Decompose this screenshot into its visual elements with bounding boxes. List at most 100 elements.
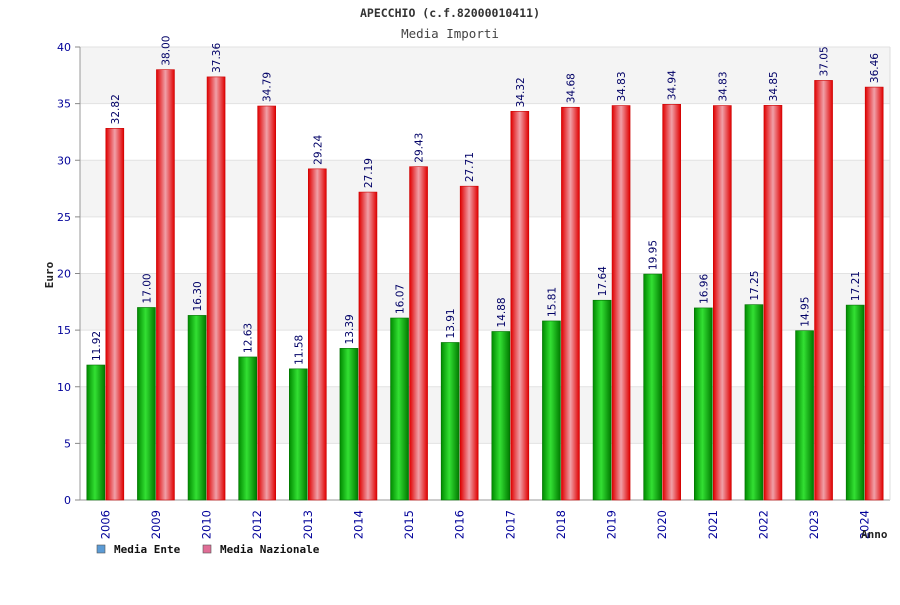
x-axis-ticks: 2006 2009 2010 2012 2013 2014 2015 2016 2017 2018… xyxy=(98,510,871,539)
bar xyxy=(105,128,125,501)
bar xyxy=(358,191,378,501)
x-tick-label: 2021 xyxy=(706,510,720,539)
y-tick-label: 10 xyxy=(57,381,71,394)
data-label: 27.19 xyxy=(363,158,375,188)
data-label: 15.81 xyxy=(546,287,558,317)
chart-subtitle: Media Importi xyxy=(401,26,499,41)
data-label: 13.91 xyxy=(445,308,457,338)
data-label: 27.71 xyxy=(464,152,476,182)
bar xyxy=(289,368,308,501)
bar xyxy=(238,356,257,501)
x-tick-label: 2009 xyxy=(149,510,163,539)
bar xyxy=(390,317,409,501)
data-label: 38.00 xyxy=(160,36,172,66)
data-label: 34.83 xyxy=(717,71,729,101)
data-label: 16.96 xyxy=(698,274,710,304)
data-label: 16.07 xyxy=(395,284,407,314)
bar xyxy=(491,331,511,501)
x-tick-label: 2015 xyxy=(402,510,416,539)
chart-title: APECCHIO (c.f.82000010411) xyxy=(360,6,540,20)
y-tick-label: 5 xyxy=(64,437,71,450)
bar xyxy=(795,330,814,501)
x-tick-label: 2010 xyxy=(200,510,214,539)
data-label: 37.05 xyxy=(819,46,831,76)
y-tick-label: 15 xyxy=(57,324,71,337)
bar xyxy=(662,104,681,501)
bars: 11.92 32.82 17.00 38.00 16.30 37.36 12.63 34.79… xyxy=(86,36,884,501)
x-tick-label: 2020 xyxy=(655,510,669,539)
y-tick-label: 35 xyxy=(57,98,71,111)
data-label: 16.30 xyxy=(192,281,204,311)
bar xyxy=(744,304,764,501)
data-label: 13.39 xyxy=(344,314,356,344)
bar xyxy=(206,76,226,501)
data-label: 34.79 xyxy=(262,72,274,102)
x-tick-label: 2014 xyxy=(351,510,365,539)
data-label: 14.88 xyxy=(496,297,508,327)
data-label: 34.94 xyxy=(667,70,679,100)
y-tick-label: 25 xyxy=(57,211,71,224)
y-tick-label: 30 xyxy=(57,154,71,167)
data-label: 11.58 xyxy=(293,335,305,365)
data-label: 12.63 xyxy=(243,323,255,353)
x-tick-label: 2017 xyxy=(503,510,517,539)
bar xyxy=(845,304,865,501)
y-tick-label: 0 xyxy=(64,494,71,507)
x-tick-label: 2012 xyxy=(250,510,264,539)
bar xyxy=(440,342,460,501)
legend-swatch xyxy=(96,544,106,554)
bar xyxy=(542,320,561,501)
x-tick-label: 2013 xyxy=(301,510,315,539)
data-label: 14.95 xyxy=(800,297,812,327)
y-axis-label: Euro xyxy=(43,261,56,288)
x-tick-label: 2024 xyxy=(858,510,872,539)
x-tick-label: 2018 xyxy=(554,510,568,539)
data-label: 34.85 xyxy=(768,71,780,101)
bar xyxy=(763,105,783,501)
y-tick-label: 40 xyxy=(57,41,71,54)
data-label: 11.92 xyxy=(91,331,103,361)
data-label: 34.68 xyxy=(565,73,577,103)
bar xyxy=(137,307,156,501)
bar xyxy=(814,80,833,501)
x-tick-label: 2023 xyxy=(807,510,821,539)
bar xyxy=(459,185,479,501)
legend: Media Ente Media Nazionale xyxy=(96,543,320,556)
y-axis-ticks: 0 5 10 15 20 25 30 35 40 xyxy=(57,41,80,507)
y-tick-label: 20 xyxy=(57,268,71,281)
bar xyxy=(409,166,428,501)
legend-swatch xyxy=(202,544,212,554)
data-label: 17.25 xyxy=(749,271,761,301)
bar xyxy=(643,273,662,501)
data-label: 32.82 xyxy=(110,94,122,124)
data-label: 34.32 xyxy=(515,77,527,107)
bar xyxy=(187,315,207,501)
x-axis-label: Anno xyxy=(861,528,888,541)
bar xyxy=(592,299,612,501)
bar xyxy=(561,106,580,501)
data-label: 29.24 xyxy=(312,134,324,164)
bar xyxy=(156,69,175,501)
x-tick-label: 2022 xyxy=(756,510,770,539)
legend-label: Media Nazionale xyxy=(220,543,320,556)
legend-label: Media Ente xyxy=(114,543,181,556)
bar xyxy=(713,105,732,501)
bar xyxy=(257,105,276,501)
bar xyxy=(510,111,530,501)
data-label: 19.95 xyxy=(648,240,660,270)
data-label: 17.21 xyxy=(850,271,862,301)
bar xyxy=(694,307,713,501)
bar xyxy=(339,348,359,501)
data-label: 34.83 xyxy=(616,71,628,101)
data-label: 17.00 xyxy=(141,273,153,303)
data-label: 36.46 xyxy=(869,53,881,83)
bar xyxy=(864,86,884,501)
x-tick-label: 2019 xyxy=(605,510,619,539)
bar xyxy=(308,168,327,501)
data-label: 29.43 xyxy=(414,133,426,163)
data-label: 37.36 xyxy=(211,43,223,73)
bar xyxy=(86,364,106,501)
data-label: 17.64 xyxy=(597,266,609,296)
